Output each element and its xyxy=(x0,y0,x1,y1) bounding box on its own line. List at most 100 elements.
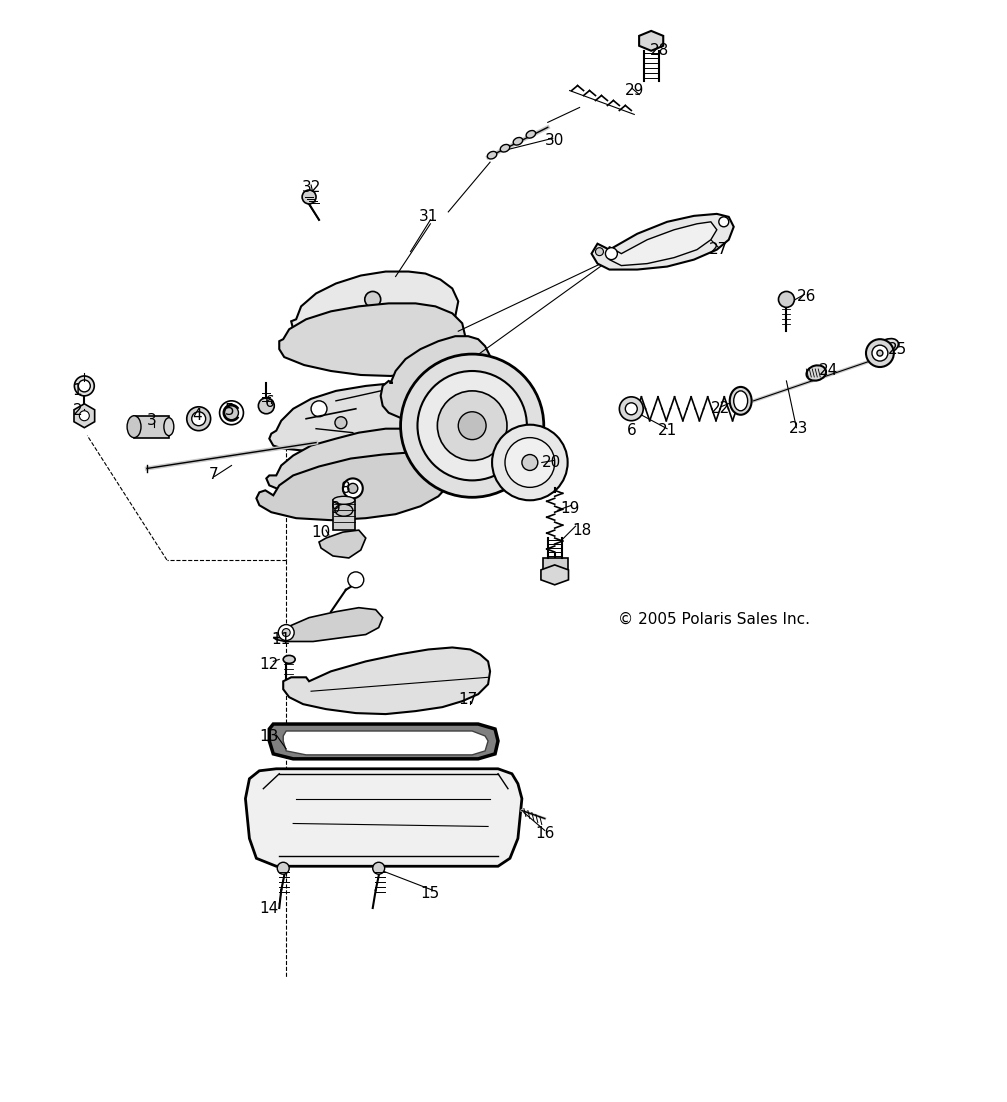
Text: 19: 19 xyxy=(560,500,579,516)
Text: 30: 30 xyxy=(545,132,564,148)
Circle shape xyxy=(877,350,883,356)
Text: 24: 24 xyxy=(819,364,838,378)
Text: 2: 2 xyxy=(73,403,83,419)
Ellipse shape xyxy=(807,366,826,380)
Polygon shape xyxy=(273,607,383,641)
Polygon shape xyxy=(381,336,492,421)
Polygon shape xyxy=(266,429,452,495)
Circle shape xyxy=(259,398,274,413)
Ellipse shape xyxy=(877,338,898,354)
Text: 13: 13 xyxy=(260,730,279,745)
Circle shape xyxy=(778,291,795,307)
Bar xyxy=(134,415,169,437)
Circle shape xyxy=(347,572,364,587)
Text: 6: 6 xyxy=(626,423,636,439)
Polygon shape xyxy=(269,724,498,759)
Ellipse shape xyxy=(734,391,747,411)
Text: 21: 21 xyxy=(658,423,677,439)
Circle shape xyxy=(335,417,346,429)
Circle shape xyxy=(191,412,205,425)
Text: 15: 15 xyxy=(421,886,440,900)
Polygon shape xyxy=(319,530,366,558)
Bar xyxy=(543,558,568,573)
Text: 22: 22 xyxy=(711,401,730,417)
Ellipse shape xyxy=(500,144,510,152)
Circle shape xyxy=(595,248,603,256)
Circle shape xyxy=(282,628,290,637)
Circle shape xyxy=(80,411,90,421)
Text: 4: 4 xyxy=(192,408,201,423)
Ellipse shape xyxy=(487,151,496,159)
Ellipse shape xyxy=(514,138,523,145)
Polygon shape xyxy=(639,31,664,51)
Circle shape xyxy=(522,454,538,471)
Circle shape xyxy=(437,391,507,461)
Circle shape xyxy=(278,625,294,640)
Ellipse shape xyxy=(127,415,141,437)
Polygon shape xyxy=(246,769,522,866)
Text: 20: 20 xyxy=(542,455,561,469)
Circle shape xyxy=(365,291,381,307)
Text: 9: 9 xyxy=(331,500,340,516)
Circle shape xyxy=(866,339,894,367)
Text: 17: 17 xyxy=(458,692,477,706)
Circle shape xyxy=(311,401,327,417)
Text: 31: 31 xyxy=(419,209,438,225)
Ellipse shape xyxy=(283,656,295,663)
Text: 1: 1 xyxy=(73,383,83,399)
Text: 18: 18 xyxy=(572,522,591,538)
Text: 23: 23 xyxy=(788,421,808,436)
Circle shape xyxy=(872,345,888,361)
Circle shape xyxy=(605,248,617,260)
Text: 3: 3 xyxy=(147,413,157,429)
Polygon shape xyxy=(541,565,569,585)
Circle shape xyxy=(343,478,363,498)
Circle shape xyxy=(277,862,289,874)
Text: 27: 27 xyxy=(709,242,728,257)
Circle shape xyxy=(225,406,239,420)
Circle shape xyxy=(458,412,486,440)
Circle shape xyxy=(505,437,555,487)
Circle shape xyxy=(220,401,244,424)
Text: 7: 7 xyxy=(208,467,219,482)
Text: © 2005 Polaris Sales Inc.: © 2005 Polaris Sales Inc. xyxy=(618,612,810,627)
Polygon shape xyxy=(606,222,717,266)
Circle shape xyxy=(719,217,729,227)
Bar xyxy=(333,500,354,530)
Ellipse shape xyxy=(526,130,536,138)
Polygon shape xyxy=(283,731,488,755)
Text: 16: 16 xyxy=(535,825,555,841)
Text: 6: 6 xyxy=(265,396,274,410)
Polygon shape xyxy=(283,648,490,714)
Polygon shape xyxy=(74,403,95,428)
Text: 10: 10 xyxy=(311,525,330,540)
Polygon shape xyxy=(257,453,452,520)
Polygon shape xyxy=(591,214,734,270)
Polygon shape xyxy=(291,271,458,349)
Circle shape xyxy=(302,190,316,204)
Circle shape xyxy=(186,407,210,431)
Text: 29: 29 xyxy=(624,83,643,98)
Circle shape xyxy=(625,403,637,414)
Circle shape xyxy=(492,424,568,500)
Text: 32: 32 xyxy=(301,180,321,195)
Text: 12: 12 xyxy=(260,657,279,672)
Circle shape xyxy=(79,380,91,392)
Text: 25: 25 xyxy=(888,342,907,357)
Polygon shape xyxy=(279,303,465,376)
Circle shape xyxy=(347,484,357,494)
Text: 28: 28 xyxy=(650,43,669,58)
Circle shape xyxy=(75,376,95,396)
Circle shape xyxy=(418,371,527,480)
Text: 5: 5 xyxy=(225,403,235,419)
Circle shape xyxy=(401,354,544,497)
Polygon shape xyxy=(269,382,462,454)
Ellipse shape xyxy=(164,418,174,435)
Text: 26: 26 xyxy=(797,289,816,304)
Circle shape xyxy=(373,862,385,874)
Ellipse shape xyxy=(335,505,352,516)
Circle shape xyxy=(619,397,643,421)
Text: 14: 14 xyxy=(260,900,279,916)
Ellipse shape xyxy=(730,387,751,414)
Ellipse shape xyxy=(333,496,354,505)
